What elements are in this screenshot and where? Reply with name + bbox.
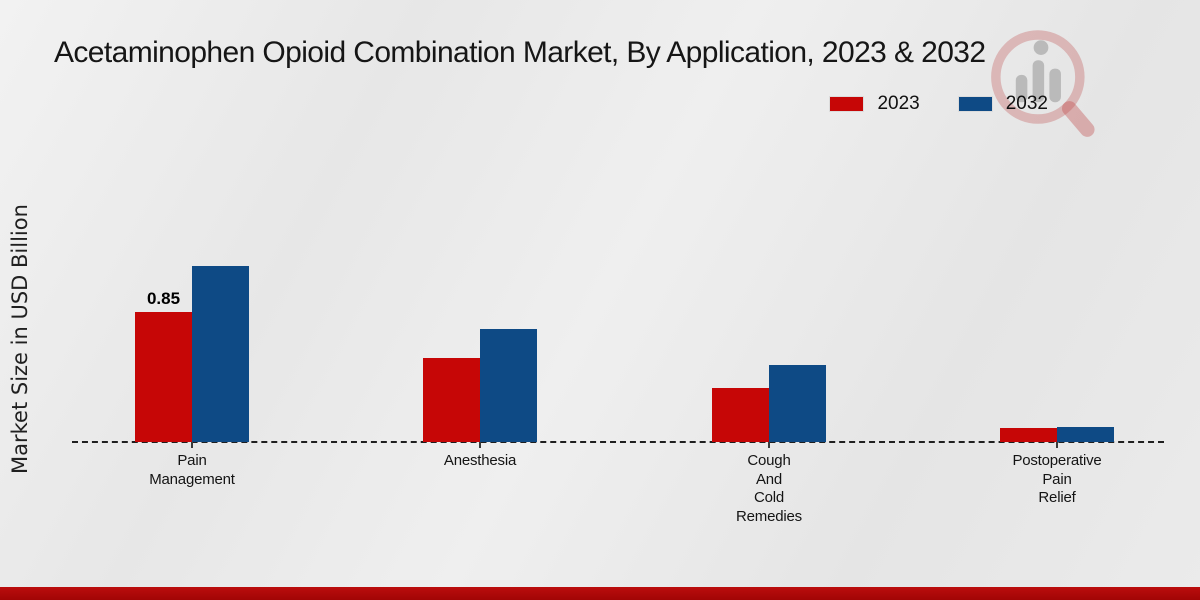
footer-accent-bar — [0, 587, 1200, 600]
category-label-cough-and-cold-remedies: Cough And Cold Remedies — [736, 452, 802, 525]
legend-swatch-2032 — [957, 96, 993, 112]
data-label-2023-0: 0.85 — [146, 289, 181, 308]
x-axis-baseline — [72, 441, 1164, 443]
legend-swatch-2023 — [829, 96, 865, 112]
magnifier-handle — [1062, 101, 1095, 137]
logo-bar-1 — [1015, 74, 1028, 103]
bar-2023-postoperative-pain-relief — [1000, 428, 1057, 442]
bar-2032-pain-management — [192, 266, 249, 442]
magnifier-ring — [991, 30, 1085, 124]
category-label-postoperative-pain-relief: Postoperative Pain Relief — [1012, 452, 1102, 506]
category-label-anesthesia: Anesthesia — [443, 452, 517, 469]
magnifier-bar-chart-logo-watermark — [991, 30, 1095, 137]
legend-item-2032: 2032 — [957, 93, 1048, 115]
legend-item-2023: 2023 — [829, 93, 920, 115]
bar-2023-pain-management — [135, 312, 192, 442]
x-axis-tick-2 — [768, 442, 770, 448]
legend-label-2023: 2023 — [877, 93, 920, 114]
legend: 2023 2032 — [829, 93, 1048, 115]
bar-2023-cough-and-cold-remedies — [712, 388, 769, 442]
legend-label-2032: 2032 — [1005, 93, 1048, 114]
x-axis-tick-1 — [479, 442, 481, 448]
x-axis-tick-0 — [191, 442, 193, 448]
logo-bar-2 — [1032, 60, 1045, 103]
bar-2032-anesthesia — [480, 329, 537, 442]
bar-2032-cough-and-cold-remedies — [769, 365, 826, 442]
bar-2023-anesthesia — [423, 358, 480, 442]
x-axis-tick-3 — [1056, 442, 1058, 448]
logo-bar-3 — [1049, 68, 1061, 103]
category-label-pain-management: Pain Management — [149, 452, 235, 488]
logo-dot — [1033, 40, 1049, 55]
bar-2032-postoperative-pain-relief — [1057, 427, 1114, 442]
chart-title: Acetaminophen Opioid Combination Market,… — [54, 36, 986, 69]
